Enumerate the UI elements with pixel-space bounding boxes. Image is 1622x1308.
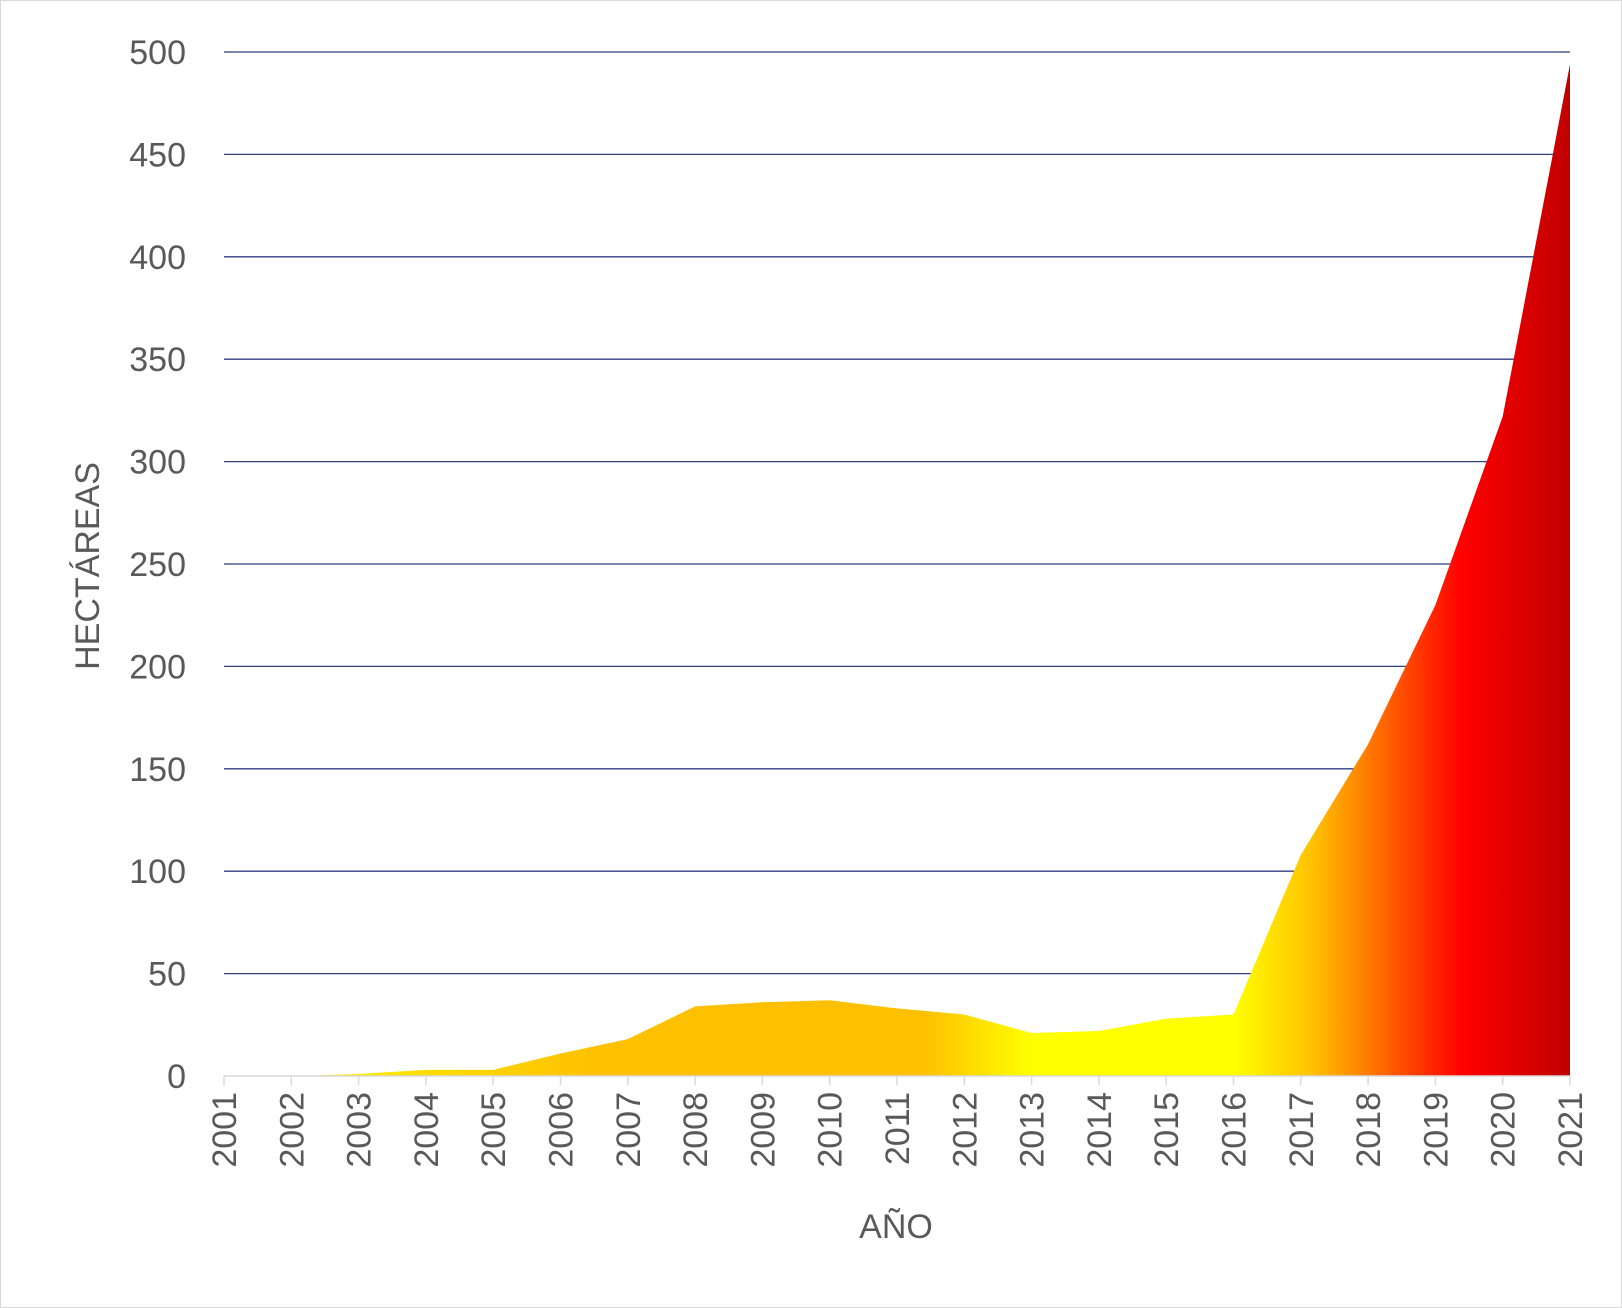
y-tick-label: 400 <box>129 239 186 277</box>
y-tick-label: 450 <box>129 136 186 174</box>
gridlines <box>224 51 1570 975</box>
x-tick-label: 2021 <box>1552 1092 1590 1168</box>
y-tick-label: 100 <box>129 853 186 891</box>
y-tick-labels: 0 50 100 150 200 250 300 350 400 450 500 <box>129 34 186 1096</box>
area-series-fill <box>224 64 1570 1077</box>
x-tick-label: 2007 <box>610 1092 648 1168</box>
y-tick-label: 250 <box>129 546 186 584</box>
x-tick-label: 2017 <box>1283 1092 1321 1168</box>
y-tick-label: 50 <box>148 956 186 994</box>
x-tick-label: 2010 <box>812 1092 850 1168</box>
y-tick-label: 350 <box>129 341 186 379</box>
x-axis-title: AÑO <box>859 1208 933 1246</box>
x-tick-label: 2019 <box>1417 1092 1455 1168</box>
y-tick-label: 200 <box>129 648 186 686</box>
x-tick-label: 2008 <box>677 1092 715 1168</box>
x-tick-label: 2016 <box>1216 1092 1254 1168</box>
x-tick-label: 2001 <box>206 1092 244 1168</box>
x-tick-label: 2009 <box>744 1092 782 1168</box>
x-tick-label: 2014 <box>1081 1092 1119 1168</box>
x-tick-label: 2003 <box>341 1092 379 1168</box>
x-tick-label: 2005 <box>475 1092 513 1168</box>
x-tick-label: 2004 <box>408 1092 446 1168</box>
axes <box>223 1075 1571 1085</box>
x-tick-label: 2011 <box>879 1092 917 1165</box>
y-tick-label: 0 <box>167 1058 186 1096</box>
x-tick-labels: 2001 2002 2003 2004 2005 2006 2007 2008 2009 2010… <box>206 1092 1590 1168</box>
x-tick-label: 2012 <box>946 1092 984 1168</box>
y-tick-label: 500 <box>129 34 186 72</box>
x-tick-label: 2018 <box>1350 1092 1388 1168</box>
x-tick-label: 2002 <box>273 1092 311 1168</box>
x-tick-label: 2015 <box>1148 1092 1186 1168</box>
area-series <box>224 64 1570 1077</box>
x-tick-label: 2013 <box>1014 1092 1052 1168</box>
y-axis-title: HECTÁREAS <box>69 462 107 670</box>
x-tick-label: 2020 <box>1485 1092 1523 1168</box>
y-tick-label: 150 <box>129 751 186 789</box>
y-tick-label: 300 <box>129 444 186 482</box>
x-tick-label: 2006 <box>543 1092 581 1168</box>
